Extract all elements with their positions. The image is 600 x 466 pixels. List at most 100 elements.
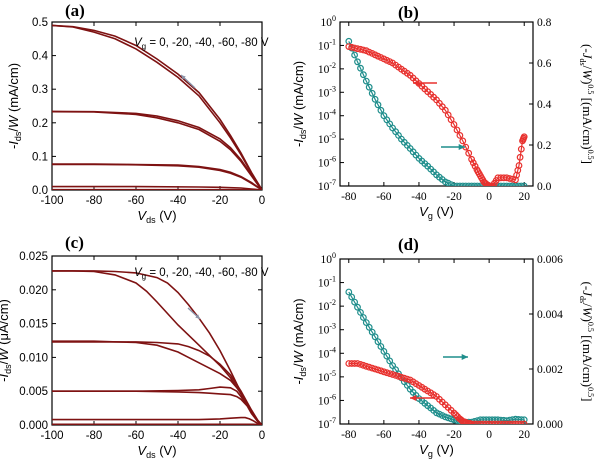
panel-label-d: (d) [398, 235, 419, 254]
data-point [465, 149, 473, 157]
data-point [517, 420, 525, 424]
data-point [512, 420, 519, 424]
output-curve-c-5 [52, 390, 262, 425]
x-tick-label-b: -80 [341, 191, 357, 203]
y-tick-label-a: 0.3 [32, 84, 48, 96]
y-axis-label-sub: ds [13, 131, 23, 141]
output-curve-c-2 [52, 341, 262, 425]
y-tick-base: 10 [321, 254, 333, 266]
data-point [494, 420, 502, 424]
data-point [380, 348, 388, 355]
transfer-line-d-left [348, 291, 525, 423]
data-point [365, 323, 373, 331]
y-axis-label-sub: ds [298, 367, 308, 377]
transfer-series-b-right [345, 43, 528, 186]
x-tick-label-b: -20 [446, 191, 462, 203]
data-point [517, 145, 525, 153]
y-axis-label-unit: (μA/cm) [0, 299, 11, 348]
data-point [360, 361, 367, 369]
transfer-series-d-right [345, 360, 528, 424]
data-point [360, 314, 367, 321]
y-axis-label-w: W [291, 112, 306, 126]
y-axis-label-sub: ds [298, 129, 308, 139]
y-tick-base: 10 [318, 40, 330, 52]
data-point [512, 176, 519, 184]
data-point [354, 58, 361, 66]
y-axis-label-var: I [0, 374, 11, 378]
y-tick-label-a: 0.0 [32, 185, 48, 197]
data-point [471, 420, 478, 424]
y-tick-exponent: -3 [329, 84, 336, 93]
x-tick-label-d: -20 [446, 429, 462, 441]
x-axis-label-var: V [137, 443, 147, 458]
output-curve-a-3 [52, 110, 262, 190]
y-tick-exponent: -4 [329, 108, 336, 117]
y2-label-close: ) [580, 318, 595, 322]
x-axis-label-sub: g [428, 449, 433, 459]
annotation-var: V [134, 267, 143, 279]
y-tick-label-c: 0.020 [19, 285, 48, 297]
data-point [403, 375, 411, 383]
x-axis-label-var: V [137, 208, 147, 223]
y-tick-base: 10 [318, 372, 330, 384]
y-tick-base: 10 [318, 278, 330, 290]
data-point [503, 420, 511, 424]
red-axis-arrow-b-head [413, 79, 420, 87]
data-point [374, 366, 382, 374]
data-point [365, 83, 373, 91]
output-curve-c-1 [52, 270, 262, 425]
data-point [368, 364, 376, 372]
data-point [474, 420, 481, 424]
data-point [360, 46, 367, 54]
data-point [362, 362, 370, 370]
data-point [362, 77, 370, 85]
x-axis-label-sub: g [428, 211, 433, 221]
y-axis-label-c: -Ids/W (μA/cm) [0, 299, 13, 382]
data-point [395, 372, 402, 380]
data-point [357, 309, 364, 316]
x-axis-label-var: V [419, 204, 429, 219]
x-axis-label-d: Vg (V) [419, 442, 454, 459]
y2-label-slash: / [580, 303, 595, 307]
y2-tick-label-d: 0.004 [537, 309, 563, 321]
x-axis-label-sub: ds [146, 215, 156, 225]
x-tick-label-c: 0 [259, 430, 265, 442]
data-point [345, 288, 353, 296]
y-axis-label-a: -Ids/W (mA/cm) [6, 63, 23, 149]
plot-frame-d [339, 258, 534, 425]
x-tick-label-b: -40 [411, 191, 427, 203]
data-point [371, 95, 379, 103]
data-point [447, 181, 455, 186]
data-point [456, 131, 464, 139]
data-point [497, 420, 505, 424]
x-axis-label-sub: ds [146, 450, 156, 460]
gate-voltage-annotation-a: Vg = 0, -20, -40, -60, -80 V [134, 37, 269, 51]
y2-label-w: W [580, 307, 595, 319]
x-tick-label-b: 20 [518, 191, 530, 203]
data-point [468, 420, 475, 424]
y-tick-base: 10 [318, 158, 330, 170]
data-point [371, 365, 379, 373]
data-point [479, 420, 487, 424]
y-tick-exponent: 0 [332, 14, 336, 23]
data-point [450, 121, 458, 128]
red-axis-arrow-d [410, 394, 435, 402]
data-point [360, 71, 367, 79]
y-tick-base: 10 [318, 395, 330, 407]
data-point [520, 133, 528, 141]
y-tick-label-a: 0.5 [32, 17, 48, 29]
y-tick-exponent: -6 [329, 392, 336, 401]
y-axis-label-w: W [6, 114, 21, 128]
y2-axis-label-b: (-Jds/W)0.5 [(mA/cm)0.5] [578, 44, 595, 164]
data-point [506, 420, 513, 424]
data-point [452, 411, 460, 419]
y-axis-label-d: -Ids/W (mA/cm) [291, 298, 308, 384]
data-point [520, 182, 528, 186]
transfer-series-b-left [345, 37, 528, 186]
y-tick-label-a: 0.1 [32, 151, 48, 163]
y-tick-exponent: 0 [332, 251, 336, 260]
x-tick-label-c: -100 [40, 430, 63, 442]
y-axis-label-var: I [6, 141, 21, 145]
y-tick-label-d: 10-7 [318, 416, 336, 431]
